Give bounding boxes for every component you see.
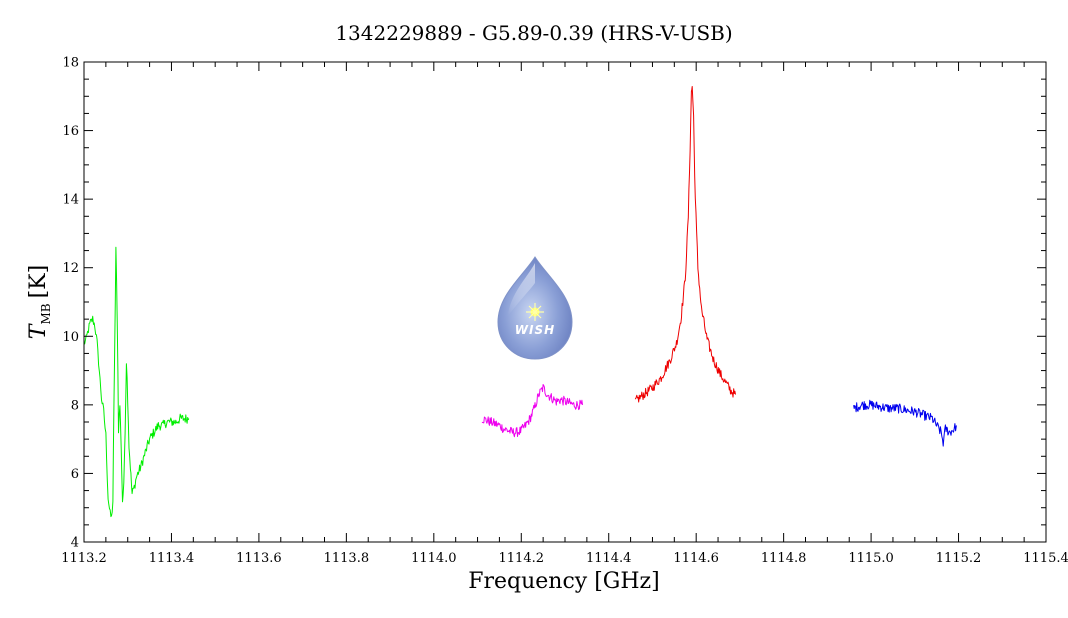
- y-tick-label: 16: [62, 124, 79, 139]
- x-tick-labels: 1113.2 1113.4 1113.6 1113.8 1114.0 1114.2 1114…: [61, 551, 1068, 566]
- series-layer: [84, 86, 957, 518]
- x-tick-label: 1113.4: [149, 551, 195, 566]
- x-tick-label: 1115.0: [848, 551, 894, 566]
- y-tick-label: 14: [62, 193, 79, 208]
- y-axis-label-unit: [K]: [26, 265, 51, 299]
- x-tick-label: 1114.0: [411, 551, 457, 566]
- x-tick-label: 1113.2: [61, 551, 107, 566]
- series-line-1: [84, 246, 190, 518]
- x-tick-label: 1114.6: [673, 551, 719, 566]
- x-tick-label: 1115.2: [936, 551, 982, 566]
- logo-text: WISH: [515, 323, 555, 337]
- x-tick-label: 1113.6: [236, 551, 282, 566]
- logo-drop-shine: [508, 263, 535, 316]
- y-tick-label: 12: [62, 261, 79, 276]
- y-tick-label: 8: [71, 398, 79, 413]
- y-axis-label-sub: MB: [39, 303, 53, 324]
- y-tick-label: 6: [71, 467, 79, 482]
- logo-star-icon: [526, 303, 544, 321]
- y-tick-label: 4: [71, 536, 79, 551]
- y-axis-label: TMB [K]: [26, 265, 53, 339]
- x-tick-label: 1115.4: [1023, 551, 1068, 566]
- x-axis-label: Frequency [GHz]: [468, 569, 660, 594]
- y-axis-label-main: T: [26, 322, 51, 339]
- chart-title: 1342229889 - G5.89-0.39 (HRS-V-USB): [335, 21, 732, 45]
- y-tick-labels: 4 6 8 10 12 14 16 18: [62, 56, 79, 551]
- x-tick-label: 1114.2: [499, 551, 545, 566]
- series-line-3: [634, 86, 736, 403]
- svg-text:TMB[K]: TMB [K]: [26, 265, 53, 339]
- series-line-2: [481, 384, 583, 438]
- y-tick-label: 10: [62, 330, 79, 345]
- x-tick-label: 1114.4: [586, 551, 632, 566]
- x-tick-label: 1114.8: [761, 551, 807, 566]
- wish-logo: WISH: [497, 256, 573, 360]
- x-tick-label: 1113.8: [324, 551, 370, 566]
- axis-ticks: [83, 61, 1047, 543]
- series-line-4: [853, 399, 957, 447]
- y-tick-label: 18: [62, 56, 79, 71]
